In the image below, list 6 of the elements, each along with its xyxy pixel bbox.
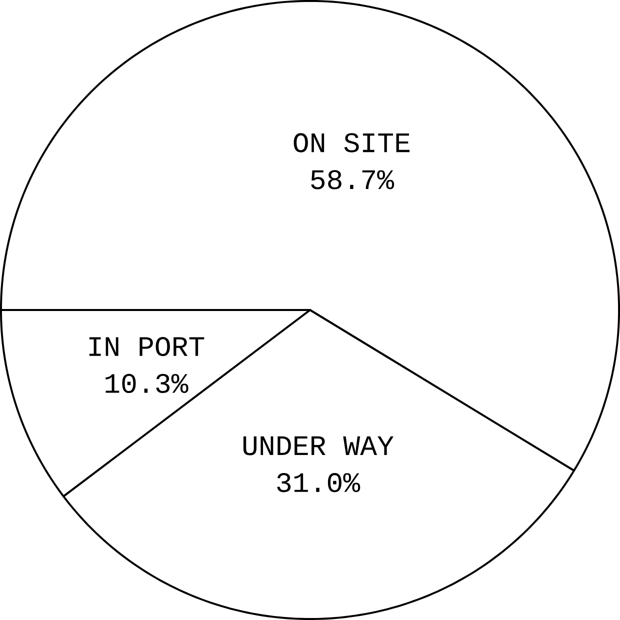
data-label: 58.7% xyxy=(311,170,394,190)
slice-label: ON SITE xyxy=(294,133,410,152)
slice-label: IN PORT xyxy=(89,336,204,356)
data-label: 31.0% xyxy=(277,473,360,492)
slice-label: UNDER WAY xyxy=(243,436,394,456)
data-label: 10.3% xyxy=(106,374,188,394)
